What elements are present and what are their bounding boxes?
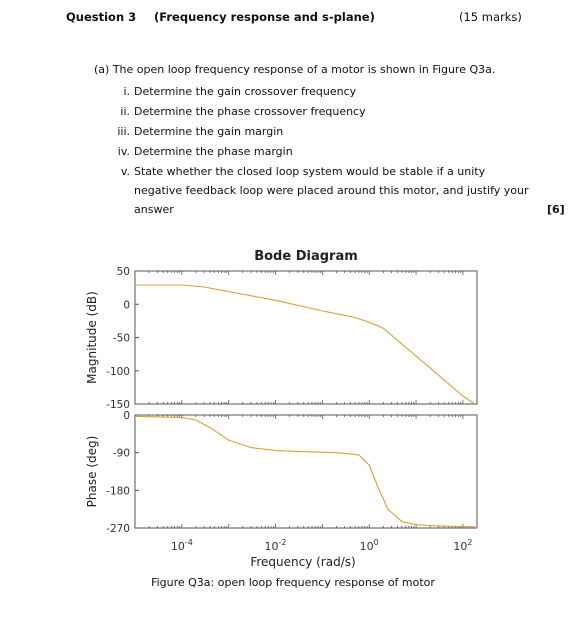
x-axis-label: Frequency (rad/s) (250, 555, 355, 569)
part-a-subquestions: i. Determine the gain crossover frequency… (112, 82, 532, 220)
subquestion-number: iii. (117, 125, 130, 138)
chart-title: Bode Diagram (254, 249, 358, 264)
magnitude-axes-box (134, 270, 478, 405)
phase-ylabel: Phase (deg) (85, 436, 99, 508)
xtick-label: 100 (360, 538, 379, 553)
subquestion-item: i. Determine the gain crossover frequency (112, 82, 532, 102)
part-a-intro: (a) The open loop frequency response of … (94, 63, 496, 76)
subquestion-text: Determine the phase crossover frequency (134, 105, 366, 118)
figure-caption: Figure Q3a: open loop frequency response… (151, 576, 435, 589)
magnitude-ytick-label: 0 (123, 299, 130, 311)
magnitude-curve (135, 284, 476, 405)
subquestion-number: v. (120, 165, 130, 178)
magnitude-ytick-label: -150 (106, 399, 130, 411)
question-marks: (15 marks) (459, 10, 522, 24)
magnitude-ytick-label: 50 (117, 266, 130, 278)
part-a-marks: [6] (547, 203, 565, 216)
subquestion-item: iv. Determine the phase margin (112, 142, 532, 162)
phase-curve (134, 415, 475, 528)
subquestion-number: ii. (120, 105, 130, 118)
xtick-label: 10-4 (171, 538, 193, 553)
question-topic: (Frequency response and s-plane) (154, 10, 375, 24)
subquestion-text: Determine the gain margin (134, 125, 284, 138)
magnitude-ytick-label: -100 (106, 366, 130, 378)
subquestion-item: v. State whether the closed loop system w… (112, 162, 532, 220)
phase-ytick-label: 0 (123, 410, 130, 422)
phase-axes-box (134, 414, 478, 529)
subquestion-item: ii. Determine the phase crossover frequen… (112, 102, 532, 122)
subquestion-text: Determine the phase margin (134, 145, 293, 158)
phase-ytick-label: -180 (106, 485, 130, 497)
phase-ytick-label: -90 (113, 448, 130, 460)
subquestion-item: iii. Determine the gain margin (112, 122, 532, 142)
magnitude-ylabel: Magnitude (dB) (85, 291, 99, 384)
subquestion-text: Determine the gain crossover frequency (134, 85, 357, 98)
magnitude-ytick-label: -50 (113, 333, 130, 345)
subquestion-text: State whether the closed loop system wou… (134, 165, 529, 216)
subquestion-number: i. (123, 85, 130, 98)
question-number: Question 3 (66, 10, 137, 24)
subquestion-number: iv. (117, 145, 130, 158)
xtick-label: 10-2 (265, 538, 287, 553)
xtick-label: 102 (453, 538, 472, 553)
phase-ytick-label: -270 (106, 523, 130, 535)
